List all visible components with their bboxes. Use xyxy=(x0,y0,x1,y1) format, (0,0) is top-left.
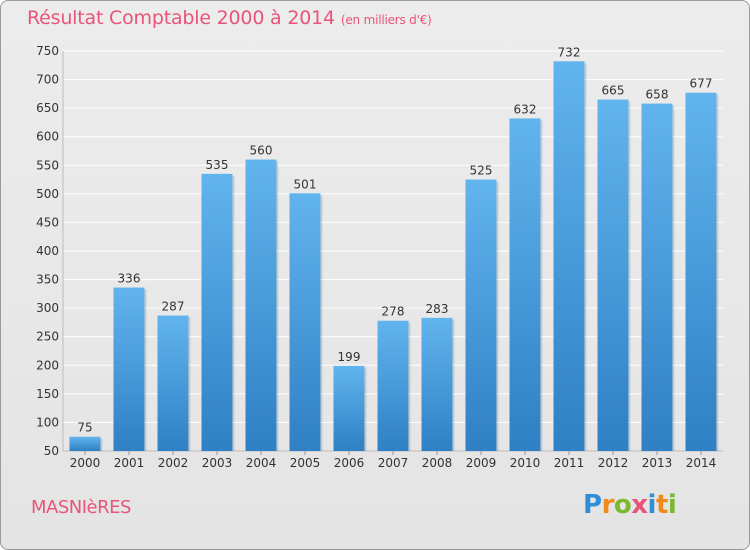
y-tick-label: 100 xyxy=(36,415,59,429)
bar-2007 xyxy=(377,320,409,451)
y-tick-label: 450 xyxy=(36,215,59,229)
commune-name: MASNIèRES xyxy=(31,497,131,518)
x-tick-label: 2014 xyxy=(686,456,717,470)
y-tick-label: 700 xyxy=(36,73,59,87)
y-tick-label: 50 xyxy=(44,444,59,458)
y-tick-label: 550 xyxy=(36,158,59,172)
x-tick-label: 2001 xyxy=(114,456,145,470)
logo-letter: r xyxy=(601,490,615,520)
data-label: 199 xyxy=(338,350,361,364)
x-tick-label: 2009 xyxy=(466,456,497,470)
bar-2001 xyxy=(113,287,145,451)
data-label: 677 xyxy=(690,77,713,91)
bar-2008 xyxy=(421,317,453,451)
data-label: 501 xyxy=(294,177,317,191)
data-label: 283 xyxy=(426,302,449,316)
x-tick-label: 2000 xyxy=(70,456,101,470)
y-tick-label: 500 xyxy=(36,187,59,201)
y-tick-label: 250 xyxy=(36,330,59,344)
data-labels: 75 336 287 535 560 501 199 278 283 525 632 732 665 65… xyxy=(77,45,712,434)
bar-2004 xyxy=(245,159,277,452)
data-label: 535 xyxy=(206,158,229,172)
bar-2012 xyxy=(597,99,629,452)
x-tick-label: 2012 xyxy=(598,456,629,470)
y-tick-label: 200 xyxy=(36,358,59,372)
title-unit: (en milliers d'€) xyxy=(340,13,432,27)
data-label: 525 xyxy=(470,164,493,178)
data-label: 732 xyxy=(558,45,581,59)
logo-letter: i xyxy=(647,490,657,520)
x-tick-label: 2006 xyxy=(334,456,365,470)
x-tick-label: 2002 xyxy=(158,456,189,470)
bar-2006 xyxy=(333,365,365,451)
chart-title: Résultat Comptable 2000 à 2014 (en millie… xyxy=(27,7,432,29)
logo-letter: t xyxy=(655,490,668,520)
x-tick-label: 2004 xyxy=(246,456,277,470)
x-tick-label: 2003 xyxy=(202,456,233,470)
logo-letter: i xyxy=(667,490,677,520)
x-tick-label: 2013 xyxy=(642,456,673,470)
logo-letter: P xyxy=(583,490,602,520)
data-label: 278 xyxy=(382,305,405,319)
x-tick-label: 2010 xyxy=(510,456,541,470)
data-label: 658 xyxy=(646,88,669,102)
x-tick-label: 2008 xyxy=(422,456,453,470)
y-tick-label: 400 xyxy=(36,244,59,258)
x-tick-label: 2005 xyxy=(290,456,321,470)
proxiti-logo: Proxiti xyxy=(583,490,677,520)
bar-2005 xyxy=(289,193,321,452)
y-tick-label: 600 xyxy=(36,130,59,144)
bar-2011 xyxy=(553,61,585,452)
y-tick-label: 300 xyxy=(36,301,59,315)
bar-2013 xyxy=(641,103,673,452)
data-label: 560 xyxy=(250,144,273,158)
x-tick-label: 2011 xyxy=(554,456,585,470)
data-label: 665 xyxy=(602,84,625,98)
data-label: 287 xyxy=(162,300,185,314)
bars xyxy=(69,61,719,452)
title-text: Résultat Comptable 2000 à 2014 xyxy=(27,7,335,29)
data-label: 632 xyxy=(514,102,537,116)
bar-2003 xyxy=(201,173,233,451)
bar-2000 xyxy=(69,436,101,451)
y-tick-label: 750 xyxy=(36,44,59,58)
bar-2010 xyxy=(509,118,541,451)
data-label: 336 xyxy=(118,272,141,286)
y-tick-label: 150 xyxy=(36,387,59,401)
y-axis-ticks: 50 100 150 200 250 300 350 400 450 500 550 600 650 70… xyxy=(36,44,59,458)
bar-2009 xyxy=(465,179,497,452)
logo-letter: o xyxy=(613,490,632,520)
y-tick-label: 650 xyxy=(36,101,59,115)
x-axis-ticks: 2000 2001 2002 2003 2004 2005 2006 2007 2008 2009… xyxy=(70,451,717,470)
y-tick-label: 350 xyxy=(36,273,59,287)
bar-2014 xyxy=(685,92,717,451)
logo-letter: x xyxy=(631,490,648,520)
bar-2002 xyxy=(157,315,189,451)
x-tick-label: 2007 xyxy=(378,456,409,470)
data-label: 75 xyxy=(77,421,92,435)
